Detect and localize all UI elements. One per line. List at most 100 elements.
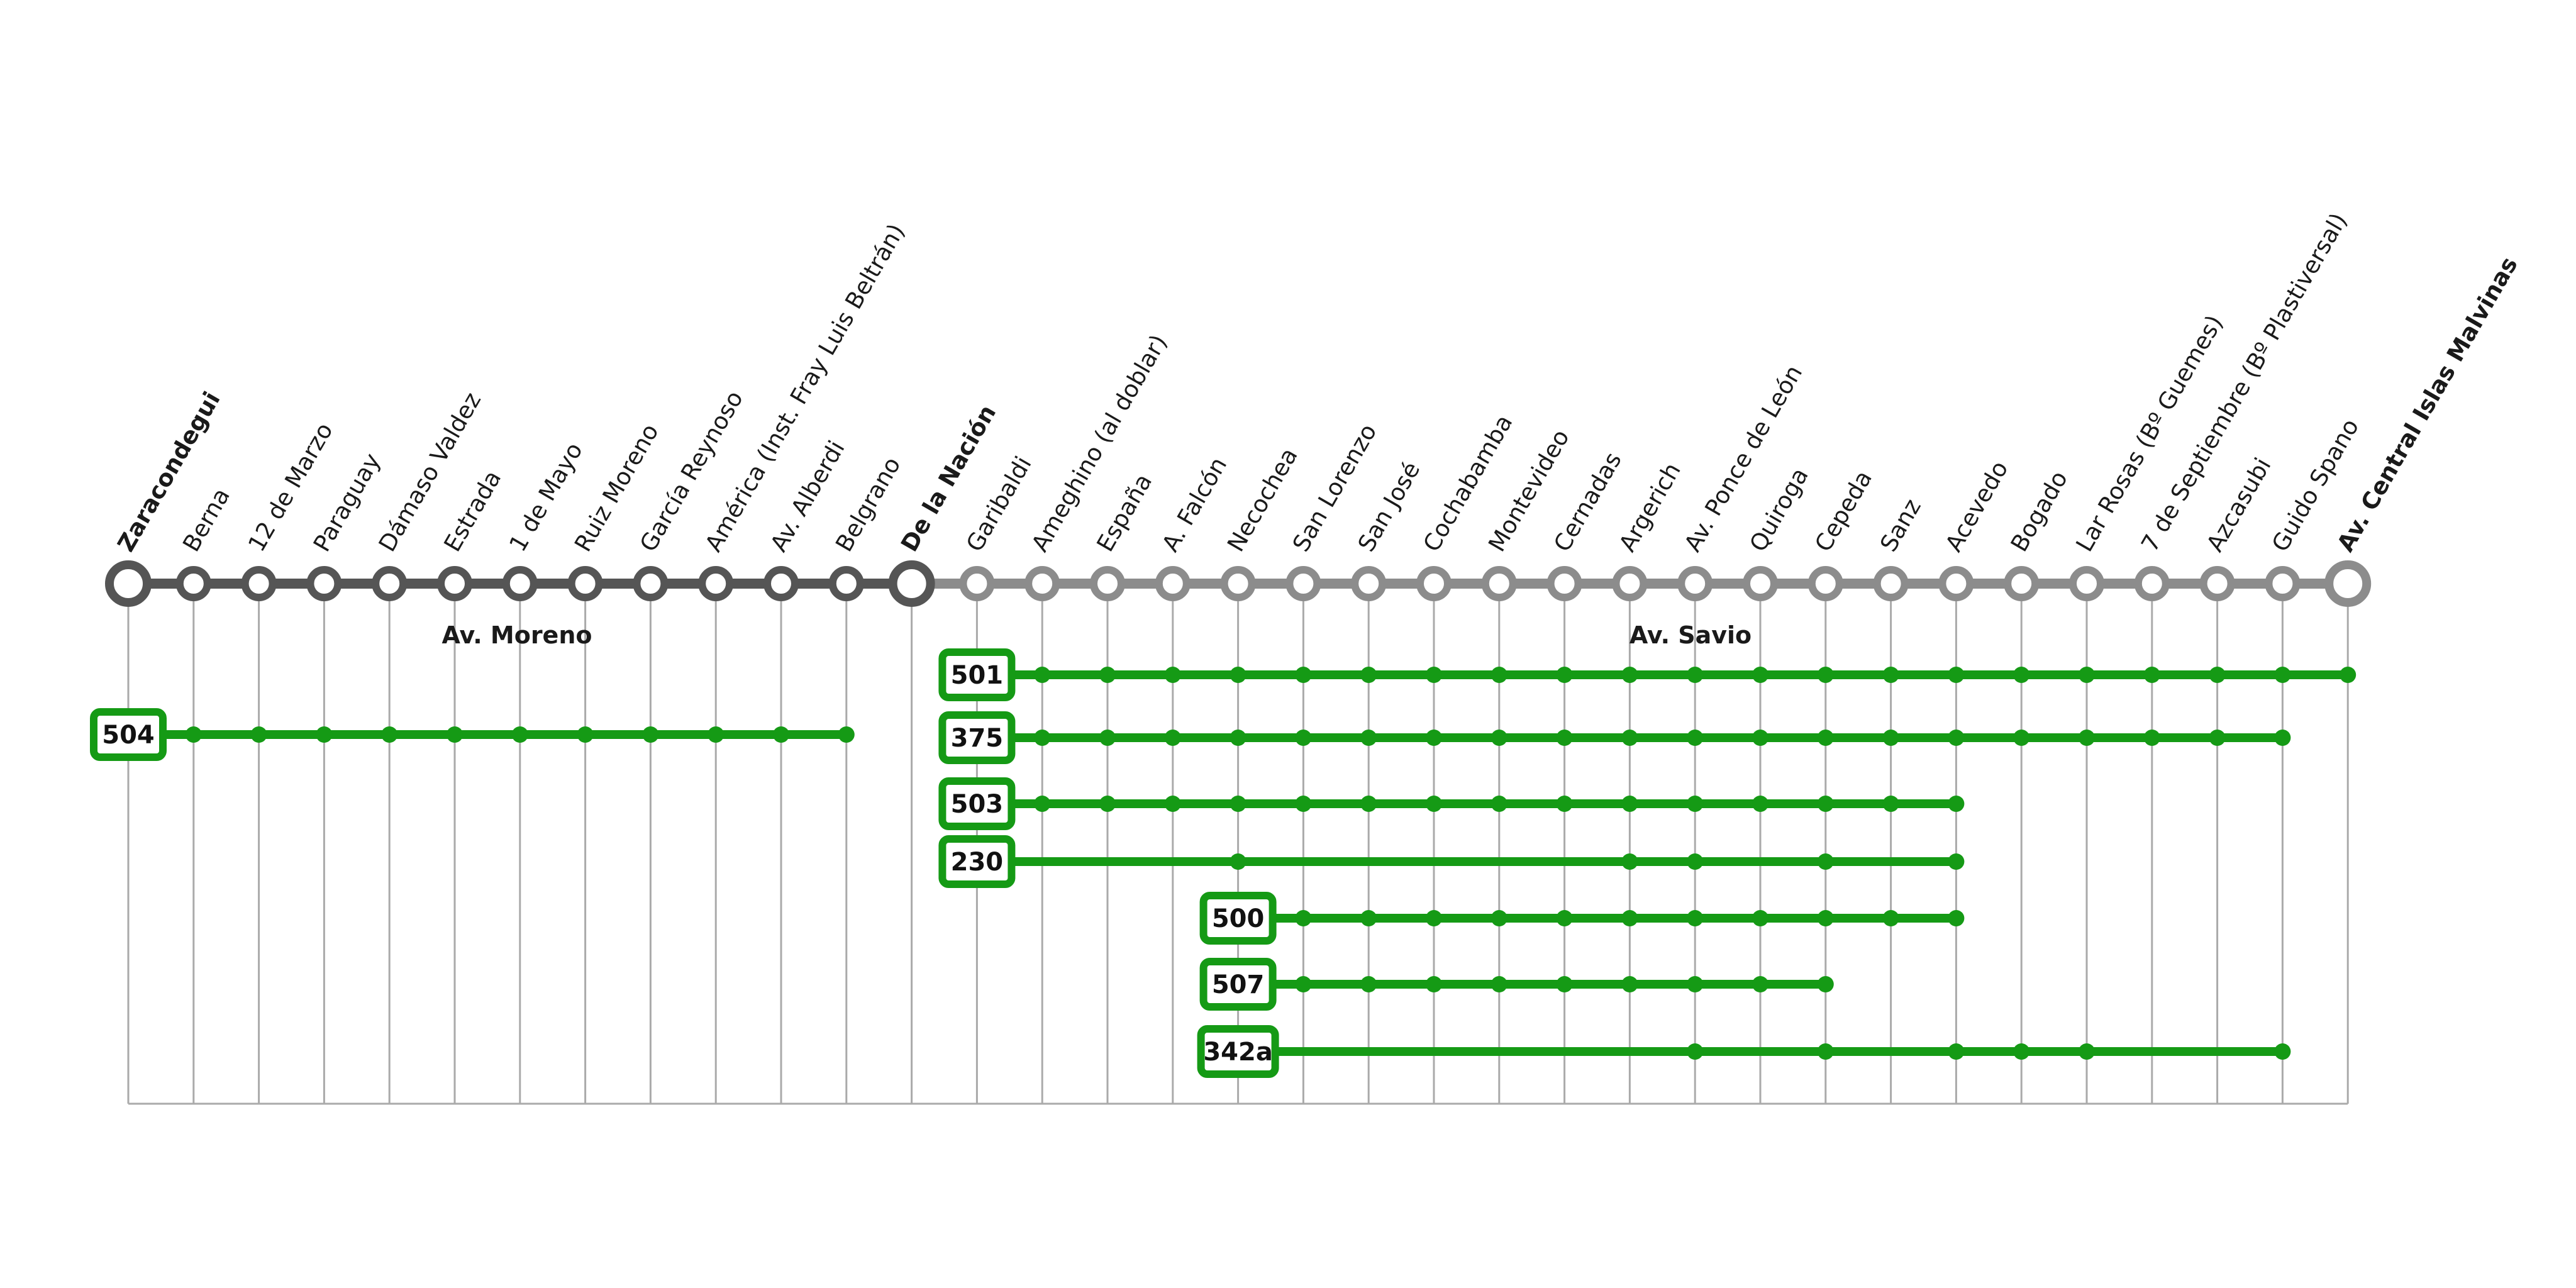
route-504: 504 bbox=[90, 708, 855, 761]
stop-marker bbox=[372, 566, 408, 601]
stop-marker bbox=[633, 566, 669, 601]
route-number: 507 bbox=[1212, 970, 1265, 999]
route-stop-dot bbox=[1817, 976, 1834, 992]
route-stop-dot bbox=[1621, 853, 1638, 870]
stop-marker bbox=[1807, 566, 1843, 601]
stop-label: Azcasubi bbox=[2201, 453, 2276, 557]
route-stop-dot bbox=[1230, 730, 1246, 746]
stop-label: Sanz bbox=[1875, 494, 1926, 557]
stop-marker bbox=[2199, 566, 2235, 601]
route-stop-dot bbox=[1752, 976, 1768, 992]
route-stop-dot bbox=[1360, 910, 1377, 926]
route-number: 500 bbox=[1212, 904, 1265, 933]
route-stop-dot bbox=[1426, 796, 1442, 812]
route-stop-dot bbox=[1752, 796, 1768, 812]
route-stop-dot bbox=[773, 726, 789, 743]
stop-label: Cepeda bbox=[1809, 466, 1877, 557]
stop-marker bbox=[888, 560, 935, 607]
stop-marker bbox=[1677, 566, 1713, 601]
route-stop-dot bbox=[1621, 796, 1638, 812]
route-stop-dot bbox=[1882, 667, 1899, 683]
route-stop-dot bbox=[838, 726, 855, 743]
route-stop-dot bbox=[1164, 796, 1181, 812]
stop-marker bbox=[1938, 566, 1974, 601]
route-stop-dot bbox=[1752, 667, 1768, 683]
route-stop-dot bbox=[1230, 796, 1246, 812]
route-stop-dot bbox=[1491, 796, 1507, 812]
route-stop-dot bbox=[1164, 730, 1181, 746]
route-stop-dot bbox=[316, 726, 333, 743]
route-stop-dot bbox=[2143, 667, 2160, 683]
route-number-box bbox=[938, 777, 1016, 830]
stop-marker bbox=[437, 566, 472, 601]
route-stop-dot bbox=[1230, 853, 1246, 870]
route-stop-dot bbox=[1817, 796, 1834, 812]
route-stop-dot bbox=[2079, 1043, 2095, 1060]
stop-label: Av. Ponce de León bbox=[1679, 360, 1807, 556]
street-labels: Av. Moreno Av. Savio bbox=[442, 621, 1752, 649]
stop-marker bbox=[1481, 566, 1517, 601]
route-stop-dot bbox=[1295, 910, 1312, 926]
street-label: Av. Moreno bbox=[442, 621, 592, 649]
route-500: 500 bbox=[1199, 892, 1965, 945]
route-stop-dot bbox=[1426, 730, 1442, 746]
stop-label: Acevedo bbox=[1940, 457, 2014, 557]
route-stop-dot bbox=[1295, 796, 1312, 812]
stop-marker bbox=[175, 566, 211, 601]
route-230: 230 bbox=[938, 835, 1965, 888]
route-stop-dot bbox=[1948, 853, 1965, 870]
route-stop-dot bbox=[1360, 667, 1377, 683]
route-stop-dot bbox=[1491, 976, 1507, 992]
stop-label: Belgrano bbox=[830, 452, 906, 556]
route-stop-dot bbox=[1817, 730, 1834, 746]
route-stop-dot bbox=[1948, 730, 1965, 746]
route-stop-dot bbox=[1426, 976, 1442, 992]
stop-marker bbox=[828, 566, 864, 601]
route-stop-dot bbox=[511, 726, 528, 743]
route-stop-dot bbox=[1034, 730, 1051, 746]
stop-marker bbox=[502, 566, 538, 601]
stop-marker bbox=[2324, 560, 2372, 607]
route-number: 504 bbox=[102, 721, 155, 750]
route-stop-dot bbox=[381, 726, 398, 743]
route-stop-dot bbox=[185, 726, 202, 743]
route-stop-dot bbox=[1491, 910, 1507, 926]
stop-label: A. Falcón bbox=[1157, 453, 1232, 557]
stop-marker bbox=[763, 566, 799, 601]
route-stop-dot bbox=[1360, 730, 1377, 746]
route-stop-dot bbox=[1426, 910, 1442, 926]
route-stop-dot bbox=[1687, 976, 1704, 992]
route-stop-dot bbox=[1491, 730, 1507, 746]
stop-marker bbox=[241, 566, 277, 601]
route-number-box bbox=[1199, 892, 1277, 945]
route-number-box bbox=[1197, 1025, 1279, 1078]
route-number-box bbox=[90, 708, 167, 761]
stop-marker bbox=[1546, 566, 1582, 601]
route-stop-dot bbox=[1752, 730, 1768, 746]
route-stop-dot bbox=[1556, 730, 1573, 746]
route-stop-dot bbox=[2079, 667, 2095, 683]
stop-marker bbox=[2134, 566, 2170, 601]
route-stop-dot bbox=[1687, 1043, 1704, 1060]
route-stop-dot bbox=[1230, 667, 1246, 683]
stop-label: España bbox=[1092, 469, 1158, 556]
route-stop-dot bbox=[250, 726, 267, 743]
stop-marker bbox=[1220, 566, 1256, 601]
route-stop-dot bbox=[1491, 667, 1507, 683]
route-stop-dot bbox=[1687, 730, 1704, 746]
stop-label: Garibaldi bbox=[961, 452, 1037, 556]
stop-marker bbox=[1155, 566, 1191, 601]
route-stop-dot bbox=[1099, 667, 1116, 683]
route-stop-dot bbox=[1621, 976, 1638, 992]
route-stop-dot bbox=[2013, 1043, 2030, 1060]
stop-marker bbox=[2004, 566, 2040, 601]
stop-label: Estrada bbox=[439, 466, 507, 557]
route-stop-dot bbox=[2079, 730, 2095, 746]
street-label: Av. Savio bbox=[1629, 621, 1752, 649]
route-number: 503 bbox=[951, 790, 1004, 819]
stop-marker bbox=[1416, 566, 1452, 601]
route-stop-dot bbox=[1295, 667, 1312, 683]
stop-label: Paraguay bbox=[308, 448, 386, 556]
stop-marker bbox=[2265, 566, 2301, 601]
route-number-box bbox=[938, 648, 1016, 701]
